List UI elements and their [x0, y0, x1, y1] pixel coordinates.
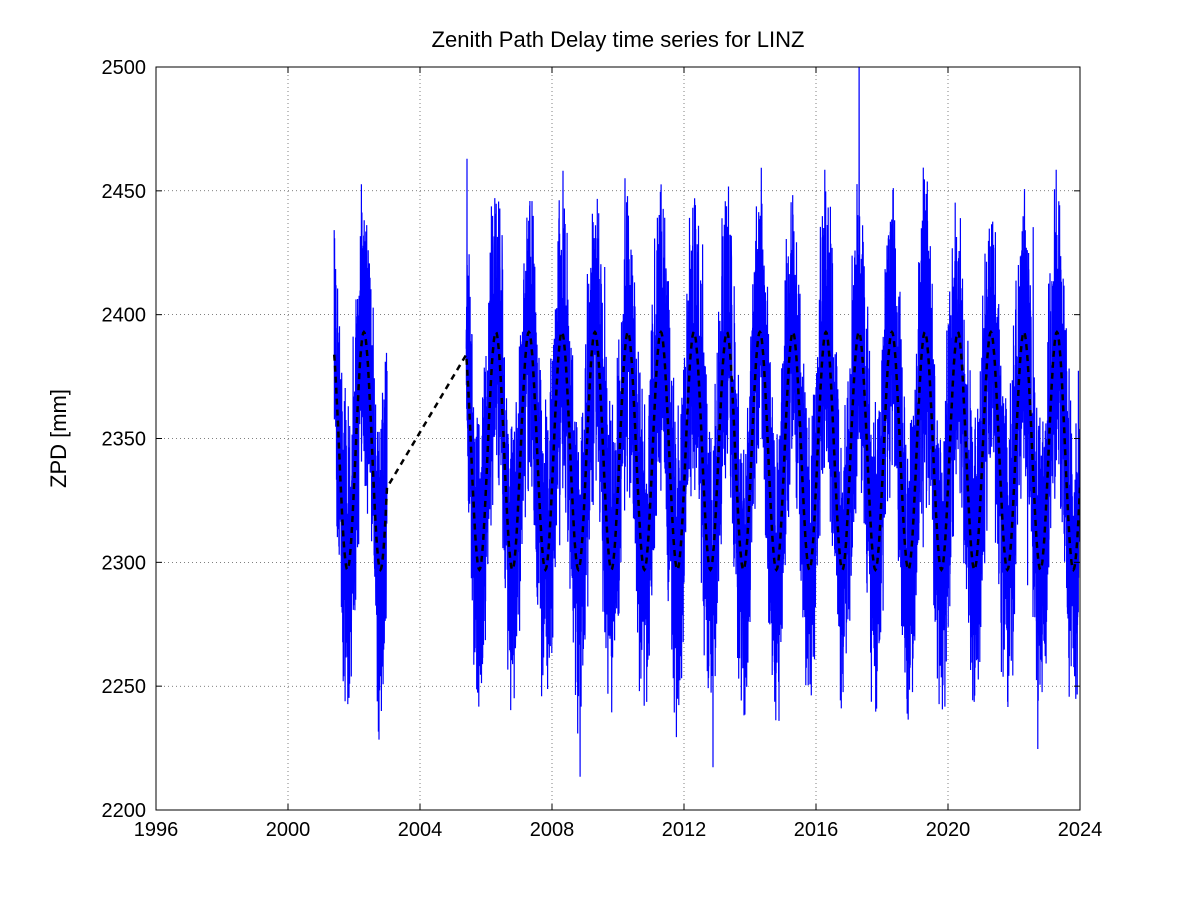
- y-tick-label: 2250: [102, 676, 147, 698]
- y-tick-label: 2200: [102, 800, 147, 822]
- x-tick-label: 2016: [794, 819, 839, 841]
- y-tick-label: 2450: [102, 181, 147, 203]
- y-tick-label: 2300: [102, 552, 147, 574]
- y-axis-label: ZPD [mm]: [46, 389, 71, 488]
- x-tick-label: 2008: [530, 819, 575, 841]
- y-tick-label: 2350: [102, 429, 147, 451]
- x-tick-label: 2012: [662, 819, 707, 841]
- y-tick-label: 2400: [102, 305, 147, 327]
- zpd-timeseries-chart: 1996 2000 2004 2008 2012 2016 2020 2024 2200 2250…: [0, 0, 1201, 901]
- y-tick-label: 2500: [102, 57, 147, 79]
- x-tick-label: 2020: [926, 819, 971, 841]
- x-tick-label: 2000: [266, 819, 311, 841]
- chart-title: Zenith Path Delay time series for LINZ: [432, 27, 805, 52]
- x-tick-label: 2024: [1058, 819, 1103, 841]
- x-tick-label: 2004: [398, 819, 443, 841]
- chart-container: 1996 2000 2004 2008 2012 2016 2020 2024 2200 2250…: [0, 0, 1201, 901]
- x-tick-label: 1996: [134, 819, 179, 841]
